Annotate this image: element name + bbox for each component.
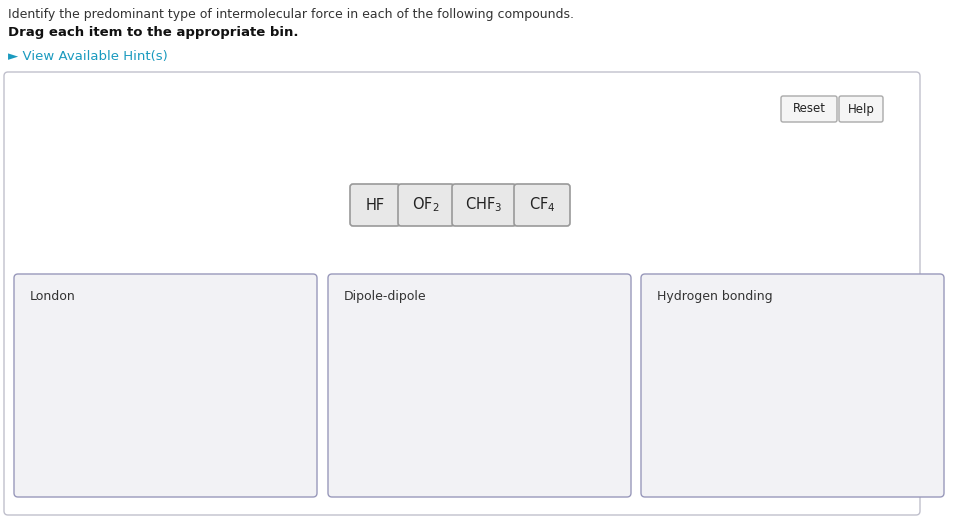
FancyBboxPatch shape <box>350 184 400 226</box>
Text: Identify the predominant type of intermolecular force in each of the following c: Identify the predominant type of intermo… <box>8 8 574 21</box>
Text: ► View Available Hint(s): ► View Available Hint(s) <box>8 50 168 63</box>
FancyBboxPatch shape <box>641 274 944 497</box>
Text: CHF$_3$: CHF$_3$ <box>466 196 503 214</box>
FancyBboxPatch shape <box>328 274 631 497</box>
FancyBboxPatch shape <box>4 72 920 515</box>
FancyBboxPatch shape <box>839 96 883 122</box>
FancyBboxPatch shape <box>14 274 317 497</box>
FancyBboxPatch shape <box>452 184 516 226</box>
Text: Hydrogen bonding: Hydrogen bonding <box>657 290 773 303</box>
Text: CF$_4$: CF$_4$ <box>529 196 555 214</box>
Text: Reset: Reset <box>793 102 826 116</box>
Text: Drag each item to the appropriate bin.: Drag each item to the appropriate bin. <box>8 26 299 39</box>
FancyBboxPatch shape <box>514 184 570 226</box>
Text: Help: Help <box>847 102 874 116</box>
Text: London: London <box>30 290 76 303</box>
FancyBboxPatch shape <box>781 96 837 122</box>
Text: HF: HF <box>365 198 385 212</box>
Text: OF$_2$: OF$_2$ <box>412 196 440 214</box>
Text: Dipole-dipole: Dipole-dipole <box>344 290 427 303</box>
FancyBboxPatch shape <box>398 184 454 226</box>
